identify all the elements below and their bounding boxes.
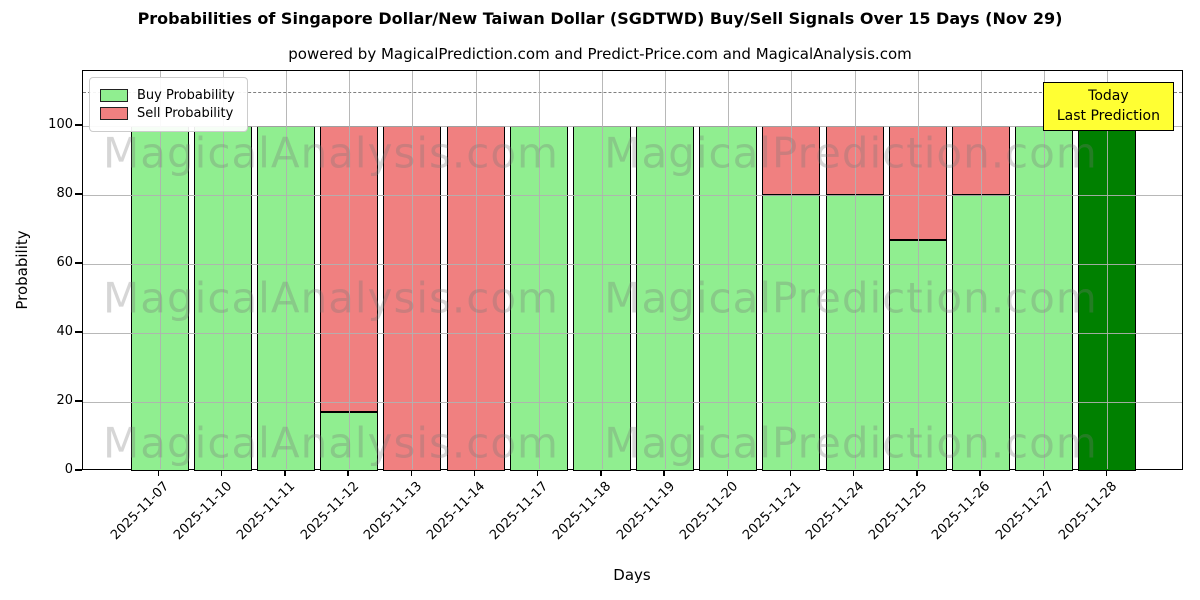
gridline-vertical <box>854 71 856 469</box>
x-tick-mark <box>347 470 349 476</box>
gridline-vertical <box>1107 71 1109 469</box>
y-tick-mark <box>75 400 82 402</box>
x-tick-mark <box>284 470 286 476</box>
legend-swatch <box>100 107 128 120</box>
y-tick-label: 40 <box>56 323 73 339</box>
x-tick-mark <box>663 470 665 476</box>
y-tick-label: 80 <box>56 185 73 201</box>
y-tick-label: 60 <box>56 254 73 270</box>
y-tick-label: 100 <box>48 116 73 132</box>
gridline-horizontal <box>83 333 1182 335</box>
y-tick-mark <box>75 193 82 195</box>
y-tick-label: 0 <box>64 461 73 477</box>
y-axis-title: Probability <box>13 230 31 310</box>
x-tick-label: 2025-11-24 <box>803 479 868 544</box>
gridline-vertical <box>538 71 540 469</box>
y-tick-mark <box>75 262 82 264</box>
chart-subtitle: powered by MagicalPrediction.com and Pre… <box>288 45 912 63</box>
x-tick-label: 2025-11-28 <box>1055 479 1121 544</box>
gridline-vertical <box>222 71 224 469</box>
legend-item: Buy Probability <box>100 88 235 103</box>
x-tick-label: 2025-11-07 <box>108 479 173 544</box>
x-tick-mark <box>410 470 413 476</box>
gridline-vertical <box>981 71 983 469</box>
gridline-vertical <box>349 71 351 469</box>
gridline-horizontal <box>83 264 1182 266</box>
x-tick-mark <box>916 470 918 476</box>
y-tick-label: 20 <box>56 392 73 408</box>
legend-label: Sell Probability <box>137 106 234 121</box>
gridline-vertical <box>665 71 667 469</box>
reference-dashed-line <box>83 91 1182 93</box>
annotation-line-today: Today <box>1088 88 1129 104</box>
x-tick-mark <box>789 470 792 476</box>
x-tick-label: 2025-11-10 <box>171 479 236 544</box>
gridline-vertical <box>412 71 414 469</box>
x-tick-mark <box>600 470 602 476</box>
x-tick-mark <box>726 470 728 476</box>
gridline-vertical <box>791 71 793 469</box>
x-tick-label: 2025-11-27 <box>992 479 1057 544</box>
gridline-vertical <box>1044 71 1046 469</box>
x-tick-mark <box>157 470 160 476</box>
x-tick-label: 2025-11-18 <box>550 479 615 544</box>
x-tick-label: 2025-11-19 <box>613 479 678 544</box>
legend-item: Sell Probability <box>100 106 235 121</box>
x-tick-label: 2025-11-25 <box>866 479 931 544</box>
gridline-vertical <box>917 71 919 469</box>
x-tick-label: 2025-11-26 <box>929 479 994 544</box>
gridline-horizontal <box>83 126 1182 128</box>
legend-swatch <box>100 89 128 102</box>
y-tick-mark <box>75 469 82 471</box>
legend-label: Buy Probability <box>137 88 235 103</box>
x-tick-label: 2025-11-17 <box>487 479 552 544</box>
x-tick-mark <box>852 470 855 476</box>
y-tick-mark <box>75 124 82 126</box>
x-axis-title: Days <box>613 566 651 584</box>
x-tick-mark <box>1105 470 1108 476</box>
annotation-line-last-prediction: Last Prediction <box>1056 108 1160 125</box>
chart-title: Probabilities of Singapore Dollar/New Ta… <box>137 9 1063 28</box>
x-tick-label: 2025-11-11 <box>234 479 299 544</box>
legend: Buy Probability Sell Probability <box>89 77 248 132</box>
x-tick-mark <box>979 470 981 476</box>
gridline-vertical <box>159 71 161 469</box>
x-tick-mark <box>537 470 539 476</box>
x-tick-label: 2025-11-21 <box>740 479 805 544</box>
x-tick-label: 2025-11-14 <box>424 479 489 544</box>
gridline-horizontal <box>83 195 1182 197</box>
x-tick-mark <box>1042 470 1044 476</box>
x-tick-mark <box>221 470 223 476</box>
gridline-horizontal <box>83 402 1182 404</box>
plot-area: Buy Probability Sell Probability Today La… <box>82 70 1183 471</box>
gridline-vertical <box>285 71 287 469</box>
x-tick-label: 2025-11-20 <box>676 479 741 544</box>
today-annotation: Today Last Prediction <box>1042 82 1174 131</box>
gridline-vertical <box>475 71 477 469</box>
x-tick-mark <box>473 470 476 476</box>
x-tick-label: 2025-11-12 <box>297 479 362 544</box>
gridline-vertical <box>601 71 603 469</box>
gridline-vertical <box>728 71 730 469</box>
y-tick-mark <box>75 331 82 333</box>
x-tick-label: 2025-11-13 <box>360 479 425 544</box>
